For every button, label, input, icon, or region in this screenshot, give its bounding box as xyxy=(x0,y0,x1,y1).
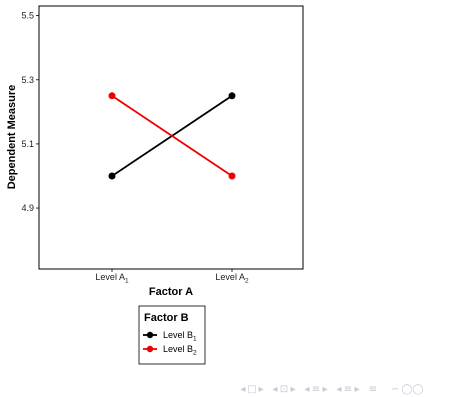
legend-key-point xyxy=(146,331,154,339)
x-tick-label-text: Level A xyxy=(95,272,125,282)
y-tick-label: 4.9 xyxy=(21,203,34,213)
x-tick-label: Level A1 xyxy=(95,272,129,285)
series-line-2 xyxy=(111,95,233,177)
data-point-2 xyxy=(228,172,236,180)
nav-glyph[interactable]: ▸ xyxy=(290,384,295,395)
y-axis-ticks: 4.9 5.1 5.3 5.5 xyxy=(21,11,39,213)
legend-label-text: Level B xyxy=(163,344,193,354)
x-axis-title: Factor A xyxy=(149,286,193,298)
nav-glyph[interactable]: ∽ xyxy=(391,384,399,395)
nav-glyph[interactable]: ▸ xyxy=(322,384,327,395)
legend-title: Factor B xyxy=(144,312,189,324)
legend-label-subscript: 2 xyxy=(193,350,197,357)
y-axis-title: Dependent Measure xyxy=(6,85,18,190)
nav-glyph[interactable]: ▸ xyxy=(258,384,263,395)
x-axis-ticks: Level A1 Level A2 xyxy=(95,269,249,285)
legend-label: Level B2 xyxy=(163,344,197,357)
nav-glyph[interactable]: ◂ xyxy=(304,384,309,395)
legend-label: Level B1 xyxy=(163,330,197,343)
legend-key-point xyxy=(146,345,154,353)
nav-glyph[interactable]: ◂ xyxy=(272,384,277,395)
x-tick-label-subscript: 2 xyxy=(245,278,249,285)
series-layer xyxy=(108,92,236,180)
nav-glyph[interactable]: ◂ xyxy=(336,384,341,395)
y-tick-label: 5.1 xyxy=(21,139,34,149)
nav-glyph[interactable]: ◂ xyxy=(240,384,245,395)
data-point-2 xyxy=(108,92,116,100)
nav-glyph[interactable]: ◯ xyxy=(412,384,423,395)
nav-glyph[interactable]: ≡ xyxy=(369,384,377,395)
x-tick-label: Level A2 xyxy=(215,272,249,285)
slide-navigation-bar[interactable]: ◂ □ ▸ ◂ ⊡ ▸ ◂ ≡ ▸ ◂ ≡ ▸ ≡ ∽ ◯ ◯ xyxy=(240,384,423,395)
data-point-1 xyxy=(228,92,236,100)
legend-label-subscript: 1 xyxy=(193,336,197,343)
x-tick-label-subscript: 1 xyxy=(125,278,129,285)
nav-glyph[interactable]: ◯ xyxy=(401,384,412,395)
y-tick-label: 5.3 xyxy=(21,75,34,85)
legend-label-text: Level B xyxy=(163,330,193,340)
x-tick-label-text: Level A xyxy=(215,272,245,282)
y-tick-label: 5.5 xyxy=(21,11,34,21)
nav-glyph[interactable]: □ xyxy=(247,384,256,395)
nav-glyph[interactable]: ≡ xyxy=(312,384,320,395)
data-point-1 xyxy=(108,172,116,180)
nav-glyph[interactable]: ⊡ xyxy=(280,384,288,395)
nav-glyph[interactable]: ▸ xyxy=(354,384,359,395)
nav-glyph[interactable]: ≡ xyxy=(344,384,352,395)
